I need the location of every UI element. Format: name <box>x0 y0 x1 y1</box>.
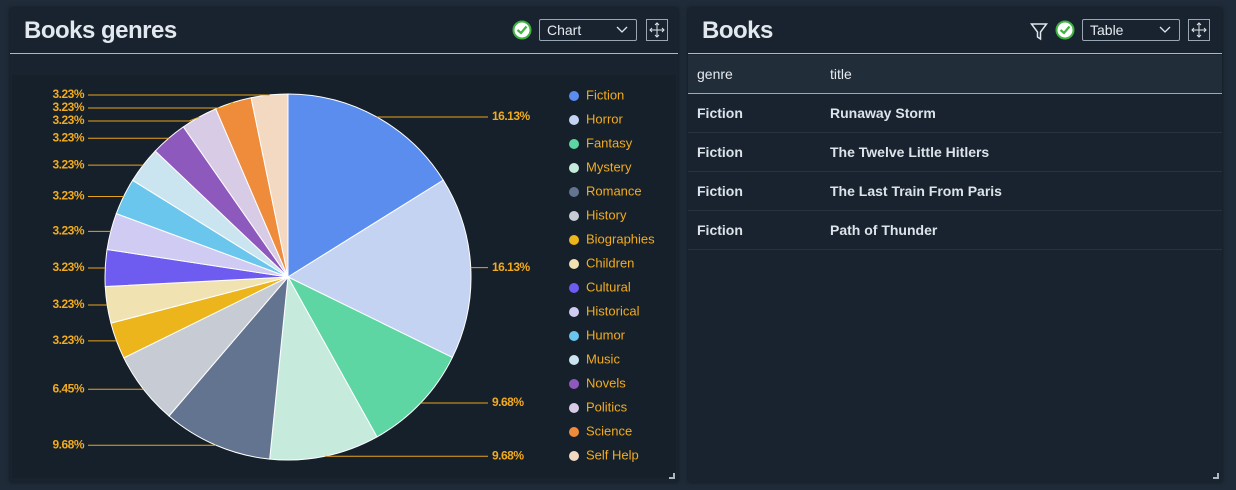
column-header[interactable]: title <box>830 66 852 82</box>
view-select-value: Table <box>1090 22 1124 38</box>
table-row[interactable]: Fiction Runaway Storm <box>688 94 1222 133</box>
legend-marker <box>569 115 579 125</box>
table-cell: Fiction <box>697 183 743 199</box>
legend-label: Fantasy <box>586 135 633 150</box>
legend-label: Horror <box>586 111 624 126</box>
legend-label: Biographies <box>586 231 655 246</box>
legend-marker <box>569 355 579 365</box>
pie-chart: 16.13%16.13%9.68%9.68%9.68%6.45%3.23%3.2… <box>52 87 655 462</box>
legend-label: Politics <box>586 399 628 414</box>
table-header: genre title <box>688 55 1222 94</box>
legend-marker <box>569 235 579 245</box>
table-panel: Books Table genre title Fiction Runaway S… <box>688 8 1222 482</box>
data-label: 3.23% <box>52 333 84 347</box>
view-select[interactable]: Table <box>1082 19 1180 41</box>
legend-label: Music <box>586 351 620 366</box>
move-button[interactable] <box>646 19 668 41</box>
pie-slice <box>287 93 444 278</box>
table-cell: The Twelve Little Hitlers <box>830 144 990 160</box>
legend-marker <box>569 211 579 221</box>
panel-title: Books genres <box>24 17 177 44</box>
data-label: 16.13% <box>492 109 531 123</box>
data-label: 6.45% <box>52 381 84 395</box>
data-label: 9.68% <box>52 437 84 451</box>
column-header[interactable]: genre <box>697 66 733 82</box>
legend-marker <box>569 163 579 173</box>
resize-handle[interactable] <box>1213 473 1219 479</box>
table-cell: Fiction <box>697 144 743 160</box>
legend-label: Novels <box>586 375 626 390</box>
filter-button[interactable] <box>1030 22 1048 42</box>
pie-slice <box>286 179 472 359</box>
status-check[interactable] <box>1055 20 1075 40</box>
data-label: 3.23% <box>52 297 84 311</box>
legend-marker <box>569 379 579 389</box>
legend-marker <box>569 451 579 461</box>
data-label: 9.68% <box>492 395 524 409</box>
view-select[interactable]: Chart <box>539 19 637 41</box>
legend-marker <box>569 283 579 293</box>
legend-marker <box>569 307 579 317</box>
legend-marker <box>569 139 579 149</box>
legend-label: Children <box>586 255 634 270</box>
legend-marker <box>569 187 579 197</box>
leader-line <box>88 101 234 109</box>
panel-title: Books <box>702 17 773 44</box>
data-label: 9.68% <box>492 448 524 462</box>
legend-label: Mystery <box>586 159 632 174</box>
legend-marker <box>569 403 579 413</box>
data-label: 3.23% <box>52 130 84 144</box>
move-button[interactable] <box>1188 19 1210 41</box>
pie-slice <box>168 275 289 460</box>
legend-label: Fiction <box>586 87 624 102</box>
data-label: 3.23% <box>52 87 84 101</box>
table-row[interactable]: Fiction The Twelve Little Hitlers <box>688 133 1222 172</box>
table-cell: Path of Thunder <box>830 222 938 238</box>
data-label: 3.23% <box>52 223 84 237</box>
data-label: 3.23% <box>52 113 84 127</box>
table-cell: Fiction <box>697 105 743 121</box>
data-label: 3.23% <box>52 157 84 171</box>
data-label: 3.23% <box>52 100 84 114</box>
leader-line <box>88 116 200 122</box>
legend-label: Historical <box>586 303 640 318</box>
table-row[interactable]: Fiction The Last Train From Paris <box>688 172 1222 211</box>
data-label: 3.23% <box>52 260 84 274</box>
table-cell: Fiction <box>697 222 743 238</box>
legend-marker <box>569 259 579 269</box>
legend-label: Science <box>586 423 632 438</box>
legend-marker <box>569 331 579 341</box>
legend-label: Cultural <box>586 279 631 294</box>
status-check[interactable] <box>512 20 532 40</box>
legend-marker <box>569 427 579 437</box>
legend-label: History <box>586 207 627 222</box>
table-cell: The Last Train From Paris <box>830 183 1002 199</box>
view-select-value: Chart <box>547 22 582 38</box>
table-cell: Runaway Storm <box>830 105 936 121</box>
data-label: 16.13% <box>492 260 531 274</box>
legend-label: Romance <box>586 183 642 198</box>
legend-marker <box>569 91 579 101</box>
table-row[interactable]: Fiction Path of Thunder <box>688 211 1222 250</box>
legend-label: Humor <box>586 327 626 342</box>
legend-label: Self Help <box>586 447 639 462</box>
resize-handle[interactable] <box>669 473 675 479</box>
data-label: 3.23% <box>52 189 84 203</box>
panel-header: Books genres Chart <box>10 8 678 54</box>
panel-header: Books Table <box>688 8 1222 54</box>
